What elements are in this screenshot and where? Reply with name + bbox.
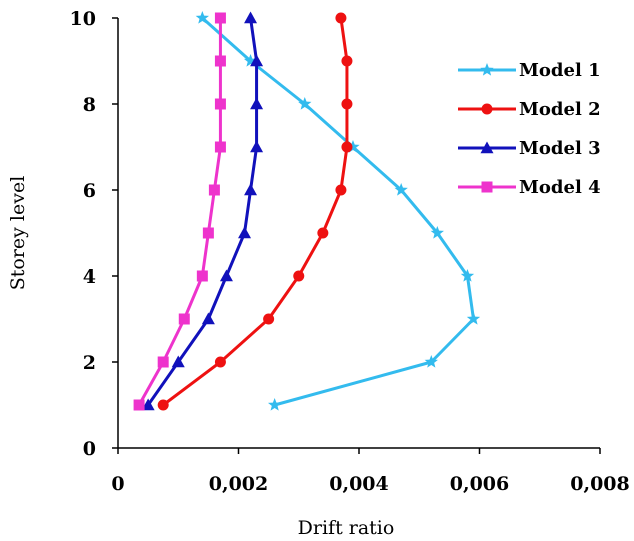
series-3 [141,11,264,411]
x-tick-label: 0,008 [570,473,630,495]
x-axis-title: Drift ratio [298,517,395,539]
data-point [243,54,258,67]
data-point [201,312,215,325]
data-point [214,55,226,67]
data-point [430,226,444,239]
legend-item: Model 3 [458,138,601,159]
series-4 [133,12,226,411]
legend-label: Model 4 [519,177,601,198]
data-point [460,269,475,282]
legend-swatch-marker [481,103,493,115]
data-point [195,11,210,24]
data-point [178,313,190,325]
data-point [208,184,220,196]
y-tick-label: 4 [83,266,96,288]
series-1 [195,11,481,411]
data-point [214,98,226,110]
legend-label: Model 3 [519,138,601,159]
data-point [335,12,347,24]
series-line [201,16,475,407]
data-point [250,140,264,153]
data-point [214,12,226,24]
data-point [141,398,155,411]
data-point [250,97,264,110]
data-point [424,355,438,368]
data-point [267,398,282,411]
data-point [202,227,214,239]
data-point [263,313,275,325]
data-point [171,355,185,368]
y-tick-label: 0 [83,438,96,460]
legend: Model 1 Model 2 Model 3 Model 4 [458,60,601,198]
data-point [244,183,258,196]
data-point [394,183,408,196]
y-tick-label: 6 [83,180,96,202]
data-point [219,269,233,282]
data-point [341,55,353,67]
y-tick-label: 10 [70,8,96,30]
data-point [157,399,169,411]
series-line [162,17,349,407]
series-line [146,17,259,406]
y-tick-label: 2 [83,352,96,374]
data-point [341,98,353,110]
data-point [157,356,169,368]
data-point [341,141,353,153]
series-line [137,18,222,406]
x-tick-label: 0,002 [209,473,269,495]
x-ticks: 0 0,002 0,004 0,006 0,008 [111,448,630,495]
legend-label: Model 2 [519,99,601,120]
data-point [346,140,360,153]
data-point [214,141,226,153]
data-point [317,227,329,239]
legend-swatch-marker [480,63,494,76]
data-point [196,270,208,282]
legend-swatch-marker [481,181,493,193]
data-point [250,54,264,67]
legend-item: Model 1 [458,60,601,81]
data-point [293,270,305,282]
data-point [466,312,481,325]
legend-swatch-marker [480,141,494,154]
data-point [214,356,226,368]
data-point [244,11,258,24]
legend-item: Model 2 [458,99,601,120]
data-point [335,184,347,196]
series-layer [133,11,481,411]
y-tick-label: 8 [83,94,96,116]
data-point [238,226,252,239]
data-point [298,97,312,110]
y-ticks: 0 2 4 6 8 10 [70,8,118,460]
x-tick-label: 0,006 [450,473,510,495]
x-tick-label: 0,004 [329,473,389,495]
series-2 [157,12,353,411]
legend-label: Model 1 [519,60,601,81]
x-tick-label: 0 [111,473,124,495]
data-point [133,399,145,411]
legend-item: Model 4 [458,177,601,198]
y-axis-title: Storey level [7,176,29,291]
